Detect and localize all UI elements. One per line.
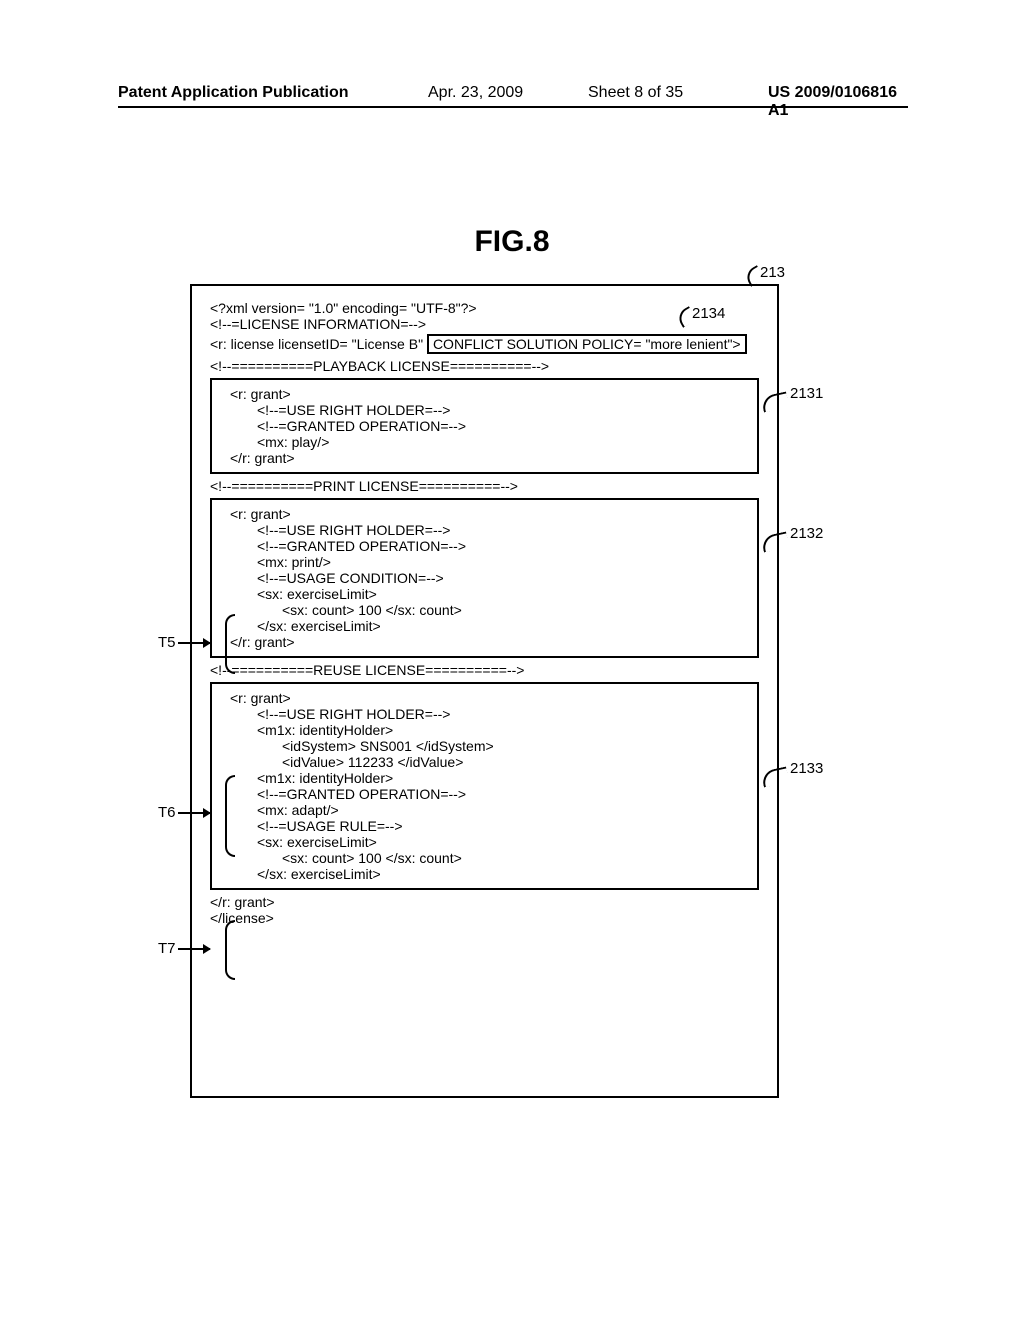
grant-open-2: <r: grant> (212, 506, 757, 522)
ref-label-2132: 2132 (790, 525, 823, 542)
grant-open-1: <r: grant> (212, 386, 757, 402)
figure-title: FIG.8 (0, 225, 1024, 259)
side-label-t7: T7 (158, 940, 176, 957)
grant-close-2: </r: grant> (212, 634, 757, 650)
section-reuse: <!--==========REUSE LICENSE==========--> (192, 662, 777, 678)
grant-close-3: </r: grant> (192, 894, 777, 910)
usage-cond: <!--=USAGE CONDITION=--> (212, 570, 757, 586)
usage-rule: <!--=USAGE RULE=--> (212, 818, 757, 834)
xml-license-open-a: <r: license licensetID= "License B" (210, 336, 423, 352)
ex-count-2: <sx: count> 100 </sx: count> (212, 850, 757, 866)
header-docnum: US 2009/0106816 A1 (768, 84, 908, 120)
use-right-2: <!--=USE RIGHT HOLDER=--> (212, 522, 757, 538)
side-label-t6: T6 (158, 804, 176, 821)
brace-t6 (225, 775, 235, 857)
side-arrow-t5 (178, 642, 210, 644)
header-publication: Patent Application Publication (118, 84, 349, 101)
mx-adapt: <mx: adapt/> (212, 802, 757, 818)
xml-listing-box: <?xml version= "1.0" encoding= "UTF-8"?>… (190, 284, 779, 1098)
ex-limit-open-2: <sx: exerciseLimit> (212, 834, 757, 850)
section-print: <!--==========PRINT LICENSE==========--> (192, 478, 777, 494)
mx-play: <mx: play/> (212, 434, 757, 450)
grant-box-playback: <r: grant> <!--=USE RIGHT HOLDER=--> <!-… (210, 378, 759, 474)
xml-license-open: <r: license licensetID= "License B" CONF… (192, 334, 777, 354)
section-playback: <!--==========PLAYBACK LICENSE==========… (192, 358, 777, 374)
brace-t7 (225, 920, 235, 980)
id-holder-close: <m1x: identityHolder> (212, 770, 757, 786)
license-close: </license> (192, 910, 777, 926)
use-right-3: <!--=USE RIGHT HOLDER=--> (212, 706, 757, 722)
use-right-1: <!--=USE RIGHT HOLDER=--> (212, 402, 757, 418)
grant-box-print: <r: grant> <!--=USE RIGHT HOLDER=--> <!-… (210, 498, 759, 658)
id-holder-open: <m1x: identityHolder> (212, 722, 757, 738)
mx-print: <mx: print/> (212, 554, 757, 570)
grant-open-3: <r: grant> (212, 690, 757, 706)
page: Patent Application Publication Apr. 23, … (0, 0, 1024, 1320)
ex-limit-open-1: <sx: exerciseLimit> (212, 586, 757, 602)
ex-count-1: <sx: count> 100 </sx: count> (212, 602, 757, 618)
xml-declaration: <?xml version= "1.0" encoding= "UTF-8"?> (192, 300, 777, 316)
grant-box-reuse: <r: grant> <!--=USE RIGHT HOLDER=--> <m1… (210, 682, 759, 890)
xml-license-comment: <!--=LICENSE INFORMATION=--> (192, 316, 777, 332)
id-value: <idValue> 112233 </idValue> (212, 754, 757, 770)
id-system: <idSystem> SNS001 </idSystem> (212, 738, 757, 754)
ref-label-2133: 2133 (790, 760, 823, 777)
ref-label-2131: 2131 (790, 385, 823, 402)
granted-op-1: <!--=GRANTED OPERATION=--> (212, 418, 757, 434)
granted-op-2: <!--=GRANTED OPERATION=--> (212, 538, 757, 554)
granted-op-3: <!--=GRANTED OPERATION=--> (212, 786, 757, 802)
side-arrow-t6 (178, 812, 210, 814)
brace-t5 (225, 614, 235, 674)
xml-header-block: <?xml version= "1.0" encoding= "UTF-8"?>… (192, 286, 777, 354)
header-date: Apr. 23, 2009 (428, 84, 523, 102)
xml-conflict-policy-box: CONFLICT SOLUTION POLICY= "more lenient"… (427, 334, 747, 354)
grant-close-1: </r: grant> (212, 450, 757, 466)
ex-limit-close-2: </sx: exerciseLimit> (212, 866, 757, 882)
header-sheet: Sheet 8 of 35 (588, 84, 683, 102)
ex-limit-close-1: </sx: exerciseLimit> (212, 618, 757, 634)
side-arrow-t7 (178, 948, 210, 950)
side-label-t5: T5 (158, 634, 176, 651)
page-header: Patent Application Publication Apr. 23, … (118, 84, 908, 108)
